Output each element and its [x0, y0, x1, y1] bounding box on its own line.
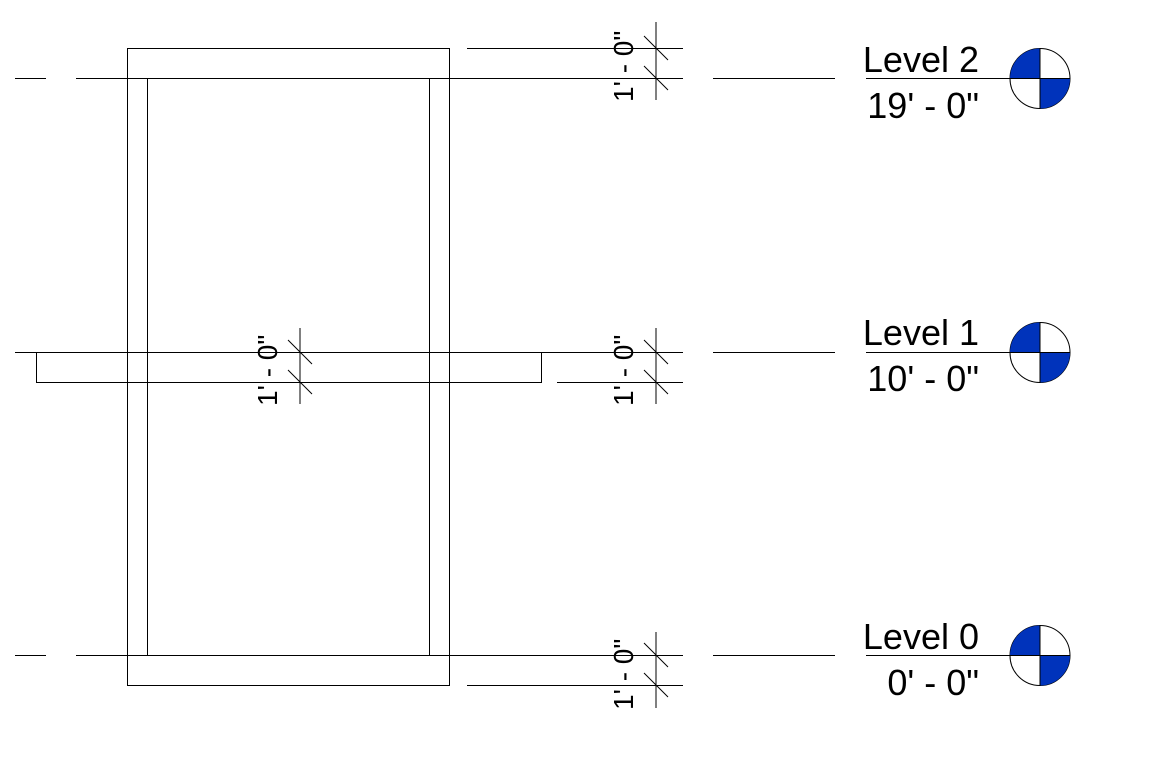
dimension-ticks — [287, 22, 669, 708]
dim-level1-center-text[interactable]: 1' - 0" — [252, 335, 283, 406]
dim-l1-tick-top — [643, 339, 669, 365]
building-frame — [36, 48, 542, 686]
dim-level0-text[interactable]: 1' - 0" — [608, 639, 639, 710]
left-cantilever[interactable] — [36, 352, 128, 383]
bottom-slab[interactable] — [127, 655, 450, 686]
dim-l1c-tick-bottom — [287, 369, 313, 395]
level1-name[interactable]: Level 1 — [863, 312, 979, 353]
level2-elevation[interactable]: 19' - 0" — [867, 85, 979, 126]
level-head-icon[interactable] — [1009, 625, 1071, 686]
level2-name[interactable]: Level 2 — [863, 39, 979, 80]
top-slab[interactable] — [127, 48, 450, 79]
level-head-icon[interactable] — [1009, 322, 1071, 383]
dim-l1-tick-bottom — [643, 369, 669, 395]
level-lines — [15, 48, 1010, 686]
level0-name[interactable]: Level 0 — [863, 616, 979, 657]
level1-elevation[interactable]: 10' - 0" — [867, 358, 979, 399]
dim-l2-tick-bottom — [643, 65, 669, 91]
dim-l1c-tick-top — [287, 339, 313, 365]
dim-level2-text[interactable]: 1' - 0" — [608, 31, 639, 102]
dim-l0-tick-top — [643, 642, 669, 668]
dim-level1-text[interactable]: 1' - 0" — [608, 335, 639, 406]
level0-elevation[interactable]: 0' - 0" — [887, 662, 979, 703]
dim-l0-tick-bottom — [643, 672, 669, 698]
level-head-icon[interactable] — [1009, 48, 1071, 109]
right-cantilever[interactable] — [449, 352, 542, 383]
dim-l2-tick-top — [643, 35, 669, 61]
